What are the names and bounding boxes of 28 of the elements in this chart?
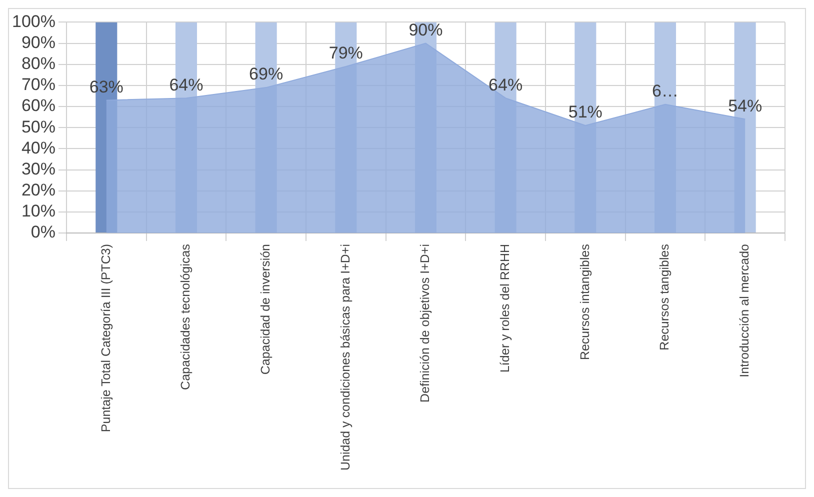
y-tick-label: 70%: [21, 75, 56, 94]
x-tick-label: Recursos intangibles: [578, 244, 592, 360]
x-tick-label: Introducción al mercado: [738, 244, 752, 378]
x-tick-label: Líder y roles del RRHH: [498, 244, 512, 373]
data-label: 64%: [488, 75, 523, 94]
y-tick-label: 60%: [21, 96, 56, 116]
x-tick-label: Puntaje Total Categoría III (PTC3): [98, 244, 113, 432]
data-label: 64%: [169, 75, 204, 94]
data-label: 69%: [249, 64, 284, 84]
x-tick-label: Capacidades tecnológicas: [178, 244, 193, 390]
x-tick-label: Definición de objetivos I+D+i: [418, 244, 432, 402]
x-tick-label: Capacidad de inversión: [258, 244, 273, 375]
y-tick-label: 100%: [12, 12, 56, 31]
y-tick-label: 10%: [21, 202, 56, 221]
y-tick-label: 50%: [21, 117, 56, 136]
y-tick-label: 80%: [21, 54, 56, 74]
data-label: 6…: [652, 82, 678, 101]
y-tick-label: 40%: [21, 138, 56, 158]
y-tick-label: 90%: [21, 32, 56, 52]
y-tick-label: 30%: [21, 159, 56, 178]
y-tick-label: 20%: [21, 180, 56, 200]
data-label: 79%: [328, 44, 363, 63]
y-tick-label: 0%: [30, 222, 56, 242]
data-label: 54%: [728, 96, 762, 116]
data-label: 90%: [408, 20, 443, 40]
data-label: 51%: [568, 102, 602, 122]
x-tick-label: Recursos tangibles: [658, 244, 672, 350]
x-tick-label: Unidad y condiciones básicas para I+D+i: [338, 244, 352, 471]
